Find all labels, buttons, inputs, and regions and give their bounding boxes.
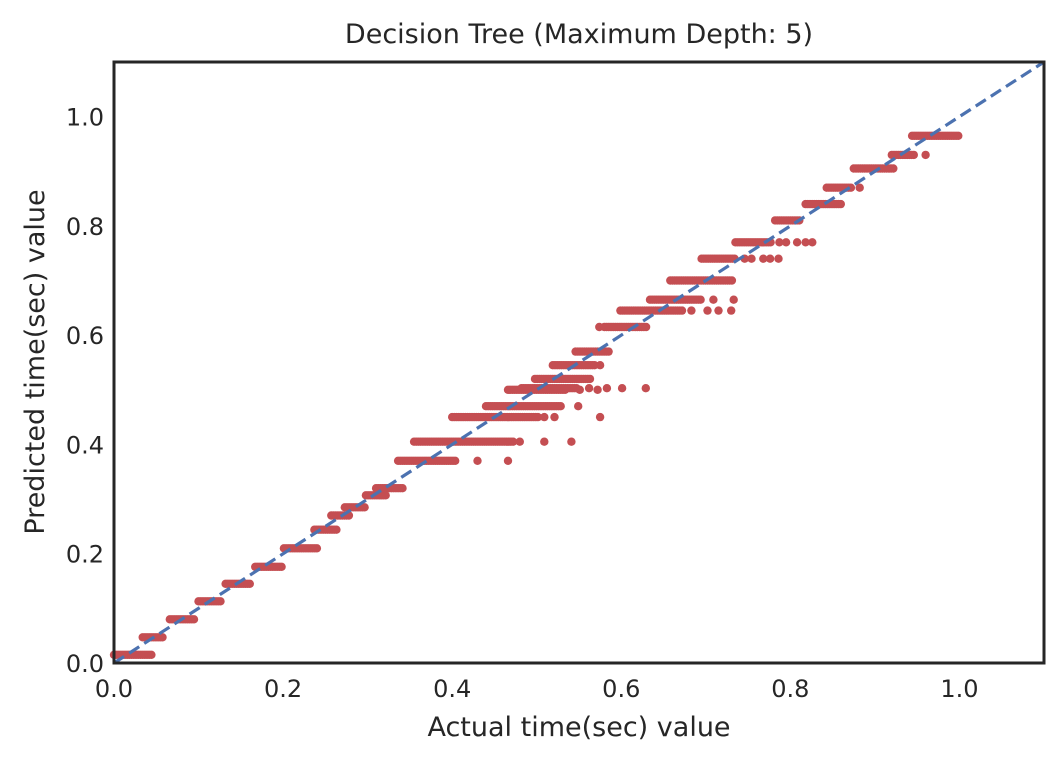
scatter-point	[747, 254, 756, 263]
scatter-point	[147, 650, 156, 659]
scatter-point	[473, 456, 482, 465]
reference-diagonal-line	[113, 60, 1045, 665]
scatter-point	[801, 238, 810, 247]
scatter-point	[540, 412, 549, 422]
scatter-point	[727, 276, 737, 285]
y-axis-ticks: 0.0 0.2 0.4 0.6 0.8 1.0	[66, 104, 104, 678]
y-tick-label: 0.0	[66, 650, 104, 678]
scatter-point	[641, 322, 651, 332]
scatter-point	[216, 597, 225, 606]
y-tick-label: 0.2	[66, 541, 104, 569]
scatter-point	[792, 238, 802, 247]
scatter-point	[584, 384, 594, 393]
scatter-point	[312, 544, 322, 553]
scatter-point	[572, 384, 581, 393]
x-tick-label: 1.0	[940, 675, 978, 703]
scatter-point	[921, 150, 930, 160]
y-tick-label: 0.4	[66, 431, 104, 459]
x-axis-ticks: 0.0 0.2 0.4 0.6 0.8 1.0	[95, 675, 979, 703]
scatter-point	[687, 306, 696, 315]
scatter-point	[189, 615, 199, 624]
scatter-point	[855, 183, 864, 192]
plot-frame	[112, 60, 1046, 665]
scatter-point	[360, 503, 369, 512]
scatter-point	[909, 150, 918, 160]
scatter-points	[109, 131, 963, 659]
x-tick-label: 0.4	[433, 675, 471, 703]
x-tick-label: 0.6	[602, 675, 640, 703]
y-axis-label: Predicted time(sec) value	[20, 189, 51, 534]
scatter-point	[703, 306, 712, 315]
scatter-point	[595, 322, 604, 332]
scatter-point	[774, 254, 783, 263]
scatter-point	[550, 412, 559, 422]
scatter-point	[567, 437, 576, 446]
y-tick-label: 1.0	[66, 104, 104, 132]
chart-title: Decision Tree (Maximum Depth: 5)	[345, 19, 813, 50]
scatter-point	[836, 199, 845, 209]
scatter-point	[709, 295, 718, 304]
scatter-point	[775, 238, 784, 247]
x-tick-label: 0.8	[771, 675, 809, 703]
scatter-point	[696, 295, 705, 304]
reference-line	[113, 60, 1045, 665]
scatter-point	[808, 238, 817, 247]
scatter-point	[954, 131, 963, 140]
scatter-point	[759, 254, 768, 263]
scatter-point	[533, 412, 543, 422]
scatter-point	[398, 484, 407, 493]
y-tick-label: 0.8	[66, 213, 104, 241]
scatter-point	[677, 306, 687, 315]
scatter-point	[595, 361, 605, 370]
scatter-point	[641, 384, 650, 393]
scatter-point	[781, 238, 791, 247]
scatter-point	[574, 402, 583, 411]
scatter-point	[451, 456, 460, 465]
scatter-point	[765, 254, 775, 263]
x-tick-label: 0.2	[264, 675, 302, 703]
scatter-point	[332, 525, 341, 534]
scatter-point	[604, 347, 613, 356]
y-tick-label: 0.6	[66, 322, 104, 350]
x-axis-label: Actual time(sec) value	[427, 712, 730, 743]
scatter-point	[556, 402, 565, 411]
scatter-point	[503, 456, 513, 465]
scatter-point	[617, 384, 627, 393]
scatter-point	[158, 633, 167, 642]
scatter-point	[593, 385, 602, 394]
scatter-point	[889, 164, 898, 173]
scatter-point	[277, 562, 286, 571]
scatter-point	[585, 374, 595, 384]
scatter-point	[714, 306, 723, 315]
scatter-point	[540, 437, 549, 446]
scatter-point	[515, 437, 524, 446]
scatter-point	[727, 306, 736, 315]
scatter-point	[729, 295, 738, 304]
x-tick-label: 0.0	[95, 675, 133, 703]
scatter-point	[245, 579, 254, 588]
scatter-point	[508, 437, 518, 446]
scatter-point	[602, 384, 612, 393]
scatter-point	[595, 412, 605, 422]
scatter-point	[381, 491, 390, 500]
